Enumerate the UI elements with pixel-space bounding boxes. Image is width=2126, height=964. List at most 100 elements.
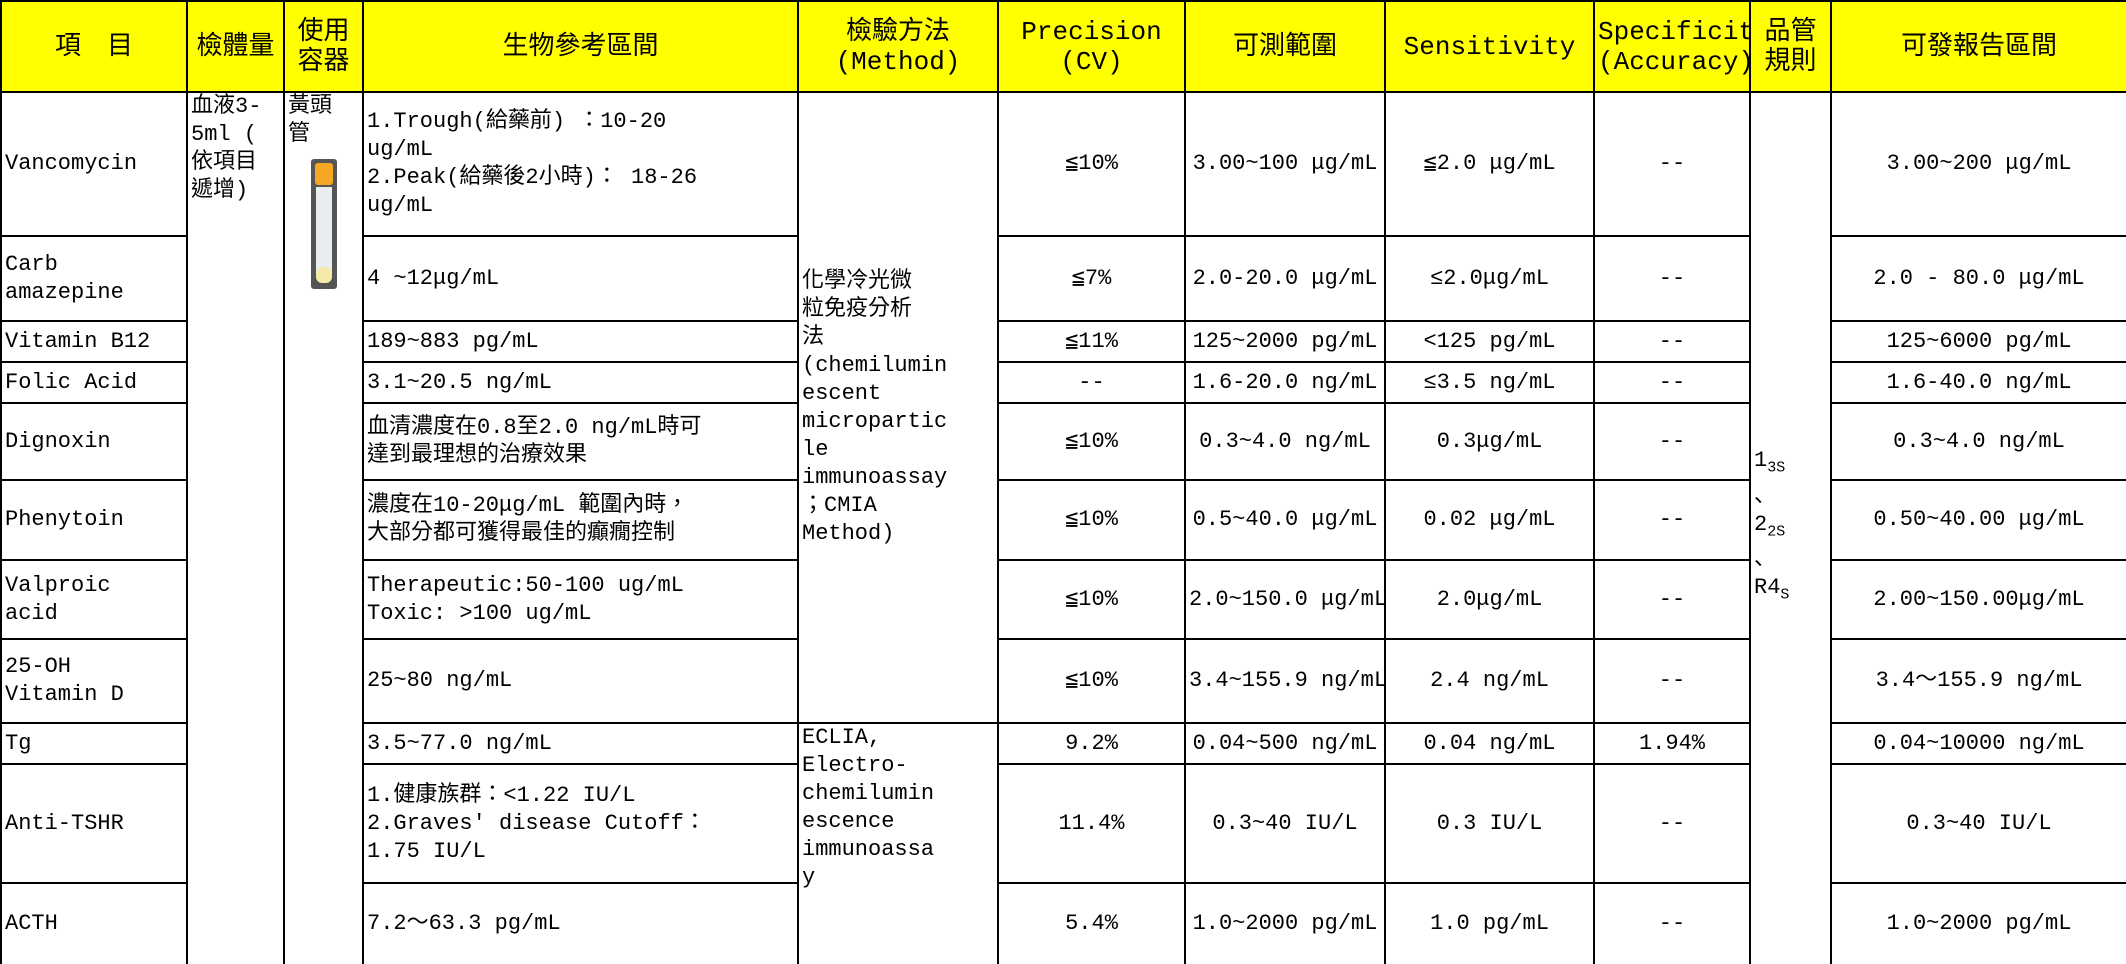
- text-line: Method): [802, 520, 895, 546]
- text-line: Dignoxin: [5, 428, 111, 454]
- text-line: ≦10%: [1065, 586, 1118, 612]
- item-cell: Valproic acid: [0, 559, 188, 640]
- qc-rule-sub: S: [1780, 586, 1790, 604]
- qc-rule-base: 2: [1754, 511, 1768, 537]
- qc-separator: 、: [1754, 547, 1777, 573]
- precision-cell: ≦10%: [997, 559, 1186, 640]
- text-line: --: [1658, 265, 1686, 291]
- text-line: 25~80 ng/mL: [367, 668, 513, 693]
- text-line: 0.5~40.0 μg/mL: [1192, 507, 1378, 532]
- text-line: ≦10%: [1065, 668, 1118, 693]
- text-line: Sensitivity: [1403, 31, 1576, 62]
- text-line: <125 pg/mL: [1423, 328, 1556, 354]
- text-line: 11.4%: [1058, 810, 1125, 836]
- text-line: acid: [5, 600, 58, 626]
- data-row: Vancomycin 血液3- 5ml (依項目 遞增) 黃頭管 1.Trough(給藥前…: [0, 91, 2126, 964]
- header-cell: Precision (CV): [997, 0, 1186, 93]
- specificity-cell: --: [1593, 91, 1751, 237]
- specificity-cell: --: [1593, 320, 1751, 363]
- item-cell: Phenytoin: [0, 479, 188, 561]
- item-cell: Vancomycin: [0, 91, 188, 237]
- text-line: le: [802, 436, 829, 462]
- text-line: (Accuracy): [1598, 46, 1750, 77]
- range-cell: 1.6-20.0 ng/mL: [1184, 361, 1386, 404]
- text-line: amazepine: [5, 279, 124, 305]
- precision-cell: ≦7%: [997, 235, 1186, 322]
- text-line: 2.Peak(給藥後2小時)： 18-26: [367, 165, 698, 190]
- tube-part: [315, 187, 332, 277]
- text-line: ≦2.0 μg/mL: [1423, 151, 1556, 176]
- text-line: --: [1658, 810, 1686, 836]
- text-line: 3.4～155.9 ng/mL: [1875, 668, 2083, 693]
- text-line: 3.00~100 μg/mL: [1192, 151, 1378, 176]
- precision-cell: ≦10%: [997, 638, 1186, 724]
- qc-rule-cell: 13S、 22S、 R4S: [1749, 91, 1832, 964]
- text-line: 0.3~4.0 ng/mL: [1893, 428, 2065, 454]
- data-row: Vitamin B12 189~883 pg/mL ≦11% 125~2000 pg/…: [0, 320, 2126, 363]
- report-cell: 0.3~40 IU/L: [1830, 763, 2126, 884]
- tube-part: [315, 267, 332, 283]
- text-line: 1.0~2000 pg/mL: [1886, 911, 2072, 936]
- report-cell: 1.0~2000 pg/mL: [1830, 882, 2126, 964]
- item-cell: Dignoxin: [0, 402, 188, 481]
- reference-cell: 血清濃度在0.8至2.0 ng/mL時可 達到最理想的治療效果: [362, 402, 799, 481]
- data-row: Anti-TSHR 1.健康族群：<1.22 IU/L 2.Graves' dise…: [0, 763, 2126, 884]
- text-line: 189~883 pg/mL: [367, 328, 539, 354]
- header-cell: 檢體量: [186, 0, 285, 93]
- specificity-cell: --: [1593, 402, 1751, 481]
- text-line: 黃頭: [288, 94, 333, 119]
- text-line: Vancomycin: [5, 151, 138, 176]
- text-line: --: [1658, 586, 1686, 612]
- precision-cell: ≦10%: [997, 479, 1186, 561]
- text-line: Electro-: [802, 753, 908, 778]
- text-line: Specificity: [1598, 16, 1748, 47]
- qc-rule-base: R4: [1754, 575, 1781, 601]
- text-line: 生物參考區間: [502, 31, 659, 62]
- specimen-cell: 血液3- 5ml (依項目 遞增): [186, 91, 285, 964]
- header-cell: 可測範圍: [1184, 0, 1386, 93]
- text-line: y: [802, 865, 816, 890]
- text-line: 25-OH: [5, 654, 72, 679]
- text-line: (Method): [835, 46, 961, 77]
- reference-cell: 濃度在10-20μg/mL 範圍內時， 大部分都可獲得最佳的癲癇控制: [362, 479, 799, 561]
- text-line: 5.4%: [1065, 911, 1118, 936]
- reference-cell: 25~80 ng/mL: [362, 638, 799, 724]
- item-cell: ACTH: [0, 882, 188, 964]
- report-cell: 125~6000 pg/mL: [1830, 320, 2126, 363]
- text-line: ≦10%: [1065, 507, 1118, 532]
- text-line: 1.0 pg/mL: [1430, 911, 1549, 936]
- data-row: 25-OH Vitamin D 25~80 ng/mL ≦10% 3.4~155.9 n…: [0, 638, 2126, 724]
- method-cell: ECLIA, Electro-chemilumin escence immunoass…: [797, 722, 999, 964]
- text-line: 規則: [1764, 46, 1817, 77]
- specificity-cell: --: [1593, 763, 1751, 884]
- text-line: 使用: [297, 16, 350, 47]
- data-row: Carb amazepine 4 ~12μg/mL ≦7% 2.0-20.0 μg/mL…: [0, 235, 2126, 322]
- precision-cell: ≦10%: [997, 91, 1186, 237]
- sensitivity-cell: 0.3μg/mL: [1384, 402, 1595, 481]
- report-cell: 2.0 - 80.0 μg/mL: [1830, 235, 2126, 322]
- qc-rule-base: 1: [1754, 448, 1768, 474]
- data-row: Phenytoin 濃度在10-20μg/mL 範圍內時， 大部分都可獲得最佳的癲癇…: [0, 479, 2126, 561]
- sensitivity-cell: ≤3.5 ng/mL: [1384, 361, 1595, 404]
- text-line: ≦10%: [1065, 151, 1118, 176]
- text-line: 1.75 IU/L: [367, 838, 486, 864]
- text-line: 2.0 - 80.0 μg/mL: [1873, 265, 2085, 291]
- text-line: 0.04~500 ng/mL: [1192, 730, 1378, 756]
- text-line: escent: [802, 380, 882, 406]
- text-line: --: [1658, 428, 1686, 454]
- item-cell: Anti-TSHR: [0, 763, 188, 884]
- specificity-cell: --: [1593, 882, 1751, 964]
- report-cell: 2.00~150.00μg/mL: [1830, 559, 2126, 640]
- text-line: Valproic: [5, 572, 111, 598]
- text-line: Toxic: >100 ug/mL: [367, 600, 592, 626]
- text-line: --: [1078, 369, 1105, 395]
- precision-cell: 11.4%: [997, 763, 1186, 884]
- text-line: 1.Trough(給藥前) ：10-20: [367, 109, 667, 134]
- range-cell: 125~2000 pg/mL: [1184, 320, 1386, 363]
- text-line: 1.6-20.0 ng/mL: [1192, 369, 1378, 395]
- range-cell: 0.3~40 IU/L: [1184, 763, 1386, 884]
- text-line: 125~6000 pg/mL: [1886, 328, 2072, 354]
- text-line: Precision: [1021, 16, 1162, 47]
- report-cell: 3.00~200 μg/mL: [1830, 91, 2126, 237]
- qc-rule-sub: 3S: [1767, 459, 1786, 477]
